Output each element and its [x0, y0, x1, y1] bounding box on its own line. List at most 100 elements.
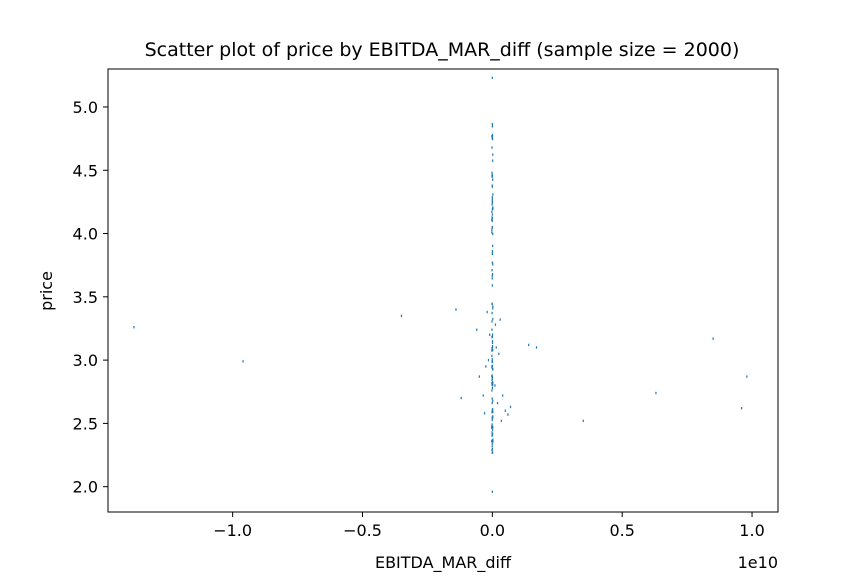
x-axis-ticks: −1.0 −0.5 0.0 0.5 1.0	[213, 512, 765, 540]
x-tick-label: −1.0	[213, 521, 252, 540]
scatter-point	[491, 360, 493, 363]
scatter-point	[476, 328, 478, 331]
scatter-point	[507, 413, 509, 416]
scatter-point	[491, 171, 493, 174]
chart-title: Scatter plot of price by EBITDA_MAR_diff…	[145, 39, 740, 61]
points-layer	[133, 76, 748, 493]
scatter-point	[492, 232, 494, 236]
scatter-point	[504, 409, 506, 412]
scatter-point	[485, 365, 487, 368]
scatter-point	[528, 343, 530, 347]
scatter-point	[492, 440, 494, 443]
scatter-point	[491, 389, 493, 392]
scatter-point	[492, 153, 494, 156]
scatter-point	[491, 76, 493, 80]
scatter-point	[492, 317, 494, 321]
y-tick-label: 3.5	[73, 288, 98, 307]
x-tick-label: 0.5	[609, 521, 634, 540]
scatter-point	[486, 310, 488, 314]
scatter-point	[491, 357, 493, 361]
scatter-point	[492, 307, 494, 310]
scatter-point	[491, 137, 494, 141]
y-tick-label: 5.0	[73, 98, 98, 117]
scatter-point	[491, 442, 493, 445]
scatter-point	[491, 207, 493, 211]
scatter-point	[491, 410, 493, 413]
scatter-point	[491, 431, 493, 434]
scatter-point	[491, 401, 493, 405]
x-axis-offset-label: 1e10	[738, 553, 778, 572]
scatter-point	[491, 203, 493, 206]
scatter-point	[491, 196, 493, 199]
scatter-point	[491, 426, 493, 430]
scatter-point	[242, 360, 244, 363]
scatter-point	[655, 391, 657, 395]
scatter-point	[492, 438, 494, 441]
scatter-point	[491, 347, 493, 350]
scatter-point	[491, 216, 493, 219]
scatter-point	[489, 333, 491, 336]
scatter-point	[492, 432, 494, 436]
scatter-point	[492, 399, 494, 402]
scatter-point	[741, 407, 743, 410]
scatter-point	[492, 193, 494, 196]
scatter-point	[491, 122, 493, 126]
scatter-point	[491, 328, 493, 331]
scatter-point	[491, 284, 493, 287]
scatter-point	[491, 274, 493, 277]
scatter-point	[491, 439, 493, 442]
scatter-point	[491, 365, 493, 368]
scatter-point	[491, 273, 494, 276]
scatter-point	[496, 401, 499, 405]
scatter-point	[498, 352, 500, 355]
scatter-point	[494, 323, 497, 326]
scatter-point	[491, 277, 493, 280]
scatter-point	[491, 447, 494, 451]
scatter-point	[492, 305, 494, 308]
scatter-point	[491, 418, 493, 422]
y-tick-label: 3.0	[73, 351, 98, 370]
scatter-point	[482, 394, 484, 397]
scatter-point	[492, 451, 494, 454]
scatter-point	[492, 206, 494, 209]
scatter-point	[492, 410, 494, 414]
scatter-point	[491, 375, 493, 378]
scatter-point	[491, 341, 494, 345]
scatter-point	[491, 377, 493, 380]
scatter-point	[502, 394, 504, 397]
y-axis-ticks: 2.0 2.5 3.0 3.5 4.0 4.5 5.0	[73, 98, 108, 497]
scatter-point	[491, 423, 493, 426]
x-tick-label: 1.0	[739, 521, 764, 540]
scatter-point	[535, 346, 538, 349]
scatter-point	[492, 428, 494, 431]
scatter-point	[491, 146, 493, 149]
scatter-point	[478, 375, 480, 378]
scatter-point	[491, 198, 493, 201]
scatter-point	[491, 134, 493, 138]
scatter-point	[491, 268, 493, 272]
scatter-point	[491, 445, 493, 448]
scatter-point	[491, 386, 493, 390]
scatter-point	[492, 415, 494, 418]
scatter-point	[491, 335, 494, 338]
y-tick-label: 2.5	[73, 414, 98, 433]
scatter-point	[491, 349, 493, 352]
scatter-point	[712, 337, 714, 340]
scatter-point	[491, 174, 493, 177]
scatter-point	[491, 210, 493, 213]
x-tick-label: 0.0	[480, 521, 505, 540]
scatter-point	[491, 244, 494, 248]
scatter-point	[491, 354, 493, 358]
scatter-point	[491, 397, 493, 400]
scatter-point	[491, 381, 494, 385]
scatter-point	[491, 320, 493, 323]
scatter-point	[491, 416, 493, 419]
scatter-point	[499, 318, 501, 321]
scatter-point	[133, 326, 135, 329]
y-tick-label: 4.0	[73, 225, 98, 244]
scatter-point	[487, 358, 490, 362]
y-tick-label: 2.0	[73, 478, 98, 497]
scatter-point	[746, 375, 748, 378]
